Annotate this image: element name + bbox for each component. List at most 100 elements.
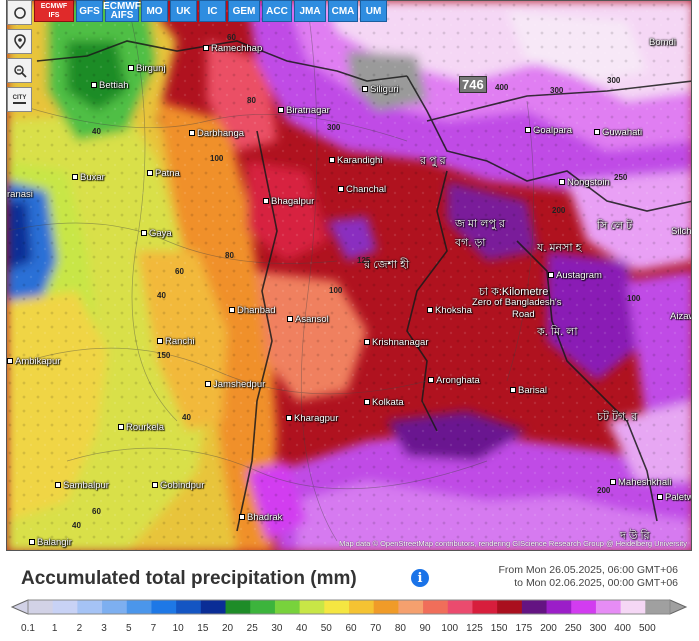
- tab-acc[interactable]: ACC: [262, 0, 292, 22]
- model-tabs: ECMWF IFS GFS ECMWF AIFS MO UK IC GEM ACC JMA CMA…: [34, 0, 387, 22]
- color-legend: 0.1 1 2 3 5 7 10 15 20 25 30 40 50 60 70 80 90 100 125 150 1…: [10, 599, 688, 634]
- place-marker-icon: [610, 479, 616, 486]
- bengali-place-label: সি লে ট: [597, 220, 633, 232]
- legend-swatch: [52, 600, 78, 614]
- tab-cma[interactable]: CMA: [328, 0, 358, 22]
- place-marker-icon: [657, 494, 663, 501]
- place-name: Krishnanagar: [372, 337, 429, 348]
- place-label: Sambalpur: [55, 481, 109, 491]
- place-name: Asansol: [295, 314, 329, 325]
- legend-frame: [27, 599, 671, 615]
- contour-label: 200: [597, 486, 611, 495]
- legend-swatch: [77, 600, 103, 614]
- tab-ecmwf-aifs[interactable]: ECMWF AIFS: [103, 0, 141, 22]
- legend-swatch: [102, 600, 128, 614]
- place-label: Khoksha: [427, 306, 472, 316]
- legend-swatch: [645, 600, 671, 614]
- place-name: Ambikapur: [15, 356, 61, 367]
- place-label: Guwahati: [594, 128, 642, 138]
- place-name: Guwahati: [602, 127, 643, 138]
- legend-swatch: [472, 600, 498, 614]
- place-label: Chanchal: [338, 185, 386, 195]
- legend-swatch: [423, 600, 449, 614]
- place-marker-icon: [559, 179, 565, 186]
- place-marker-icon: [239, 514, 245, 521]
- legend-label: 60: [345, 623, 357, 634]
- place-label: Bettiah: [91, 81, 129, 91]
- bengali-place-label: দ উ রি: [620, 530, 650, 542]
- legend-swatch: [620, 600, 646, 614]
- place-name: Dhanbad: [237, 305, 276, 316]
- contour-label: 60: [92, 507, 101, 516]
- legend-label: 0.1: [21, 623, 35, 634]
- place-name: Gaya: [149, 228, 172, 239]
- zoom-icon[interactable]: [7, 58, 32, 83]
- place-name: Gobindpur: [160, 480, 205, 491]
- place-name: Aronghata: [436, 375, 480, 386]
- info-icon[interactable]: i: [411, 569, 429, 587]
- place-marker-icon: [362, 86, 368, 93]
- contour-label: 80: [247, 96, 256, 105]
- place-marker-icon: [263, 198, 269, 205]
- place-name: Jamshedpur: [213, 379, 266, 390]
- contour-label: 300: [327, 123, 341, 132]
- place-label: Gobindpur: [152, 481, 204, 491]
- place-name: Aizaw: [670, 311, 691, 322]
- tab-ic[interactable]: IC: [199, 0, 226, 22]
- tab-gfs[interactable]: GFS: [76, 0, 103, 22]
- place-label: Asansol: [287, 315, 329, 325]
- legend-swatch: [349, 600, 375, 614]
- place-name: Bhadrak: [247, 512, 283, 523]
- bengali-place-label: র পু র: [420, 155, 446, 167]
- contour-label: 300: [550, 86, 564, 95]
- legend-swatch: [225, 600, 251, 614]
- tab-ecmwf-ifs[interactable]: ECMWF IFS: [34, 0, 74, 22]
- place-label: Goalpara: [525, 126, 572, 136]
- place-name: Patna: [155, 168, 180, 179]
- tab-um[interactable]: UM: [360, 0, 387, 22]
- legend-label: 10: [173, 623, 185, 634]
- place-name: Siliguri: [370, 84, 399, 95]
- contour-label: 200: [552, 206, 566, 215]
- precipitation-map[interactable]: Ramechhap Birgunj Bettiah Biratnagar Siligur…: [6, 0, 692, 551]
- place-label: Rourkela: [118, 423, 164, 433]
- legend-label: 30: [271, 623, 283, 634]
- city-labels-icon[interactable]: CITY: [7, 87, 32, 112]
- tab-mo[interactable]: MO: [141, 0, 168, 22]
- place-marker-icon: [189, 130, 195, 137]
- legend-label: 70: [370, 623, 382, 634]
- period-from: From Mon 26.05.2025, 06:00 GMT+06: [498, 564, 678, 576]
- place-marker-icon: [548, 272, 554, 279]
- place-label: Austagram: [548, 271, 602, 281]
- place-name: Buxar: [80, 172, 105, 183]
- place-label: ranasi: [7, 190, 33, 200]
- refresh-icon[interactable]: [7, 0, 32, 25]
- place-marker-icon: [7, 358, 13, 365]
- max-value-marker: 746: [459, 76, 487, 93]
- map-title: Accumulated total precipitation (mm): [21, 568, 357, 589]
- place-name: Bomdi: [649, 37, 676, 48]
- tab-jma[interactable]: JMA: [294, 0, 326, 22]
- legend-label: 100: [441, 623, 458, 634]
- legend-swatch: [200, 600, 227, 614]
- tab-uk[interactable]: UK: [170, 0, 197, 22]
- place-marker-icon: [338, 186, 344, 193]
- legend-swatch: [126, 600, 152, 614]
- legend-label: 150: [491, 623, 508, 634]
- place-name: Zero of Bangladesh's: [472, 297, 562, 308]
- contour-label: 100: [329, 286, 343, 295]
- bengali-place-label: চা ক:Kilometre: [479, 286, 549, 298]
- map-attribution: Map data © OpenStreetMap contributors, r…: [339, 539, 687, 548]
- place-label: Barisal: [510, 386, 547, 396]
- legend-swatch: [571, 600, 597, 614]
- legend-label: 50: [321, 623, 333, 634]
- location-pin-icon[interactable]: [7, 29, 32, 54]
- place-label: Birgunj: [128, 64, 166, 74]
- place-label: Silch: [671, 227, 691, 237]
- place-marker-icon: [364, 399, 370, 406]
- place-marker-icon: [428, 377, 434, 384]
- legend-label: 200: [540, 623, 557, 634]
- place-name: Balangir: [37, 537, 72, 548]
- tab-gem[interactable]: GEM: [228, 0, 260, 22]
- city-labels-text: CITY: [12, 95, 27, 104]
